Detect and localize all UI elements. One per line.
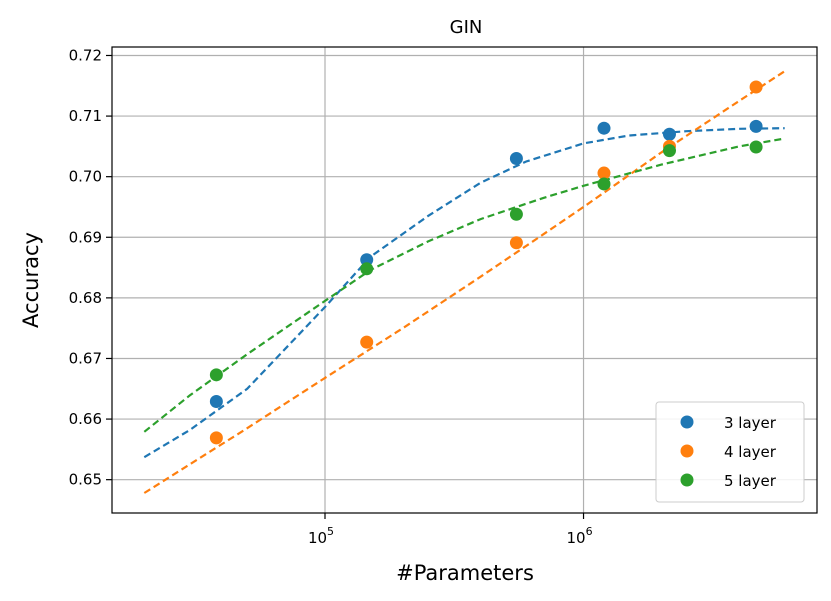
legend-label: 3 layer [724, 414, 777, 432]
data-point-series-0 [209, 394, 223, 408]
fit-line-series-0 [143, 127, 785, 459]
fit-lines [143, 70, 786, 494]
data-points [209, 80, 763, 445]
legend-label: 5 layer [724, 472, 777, 490]
y-tick-label: 0.69 [69, 228, 102, 246]
y-tick-label: 0.72 [69, 46, 102, 64]
legend-marker [680, 444, 694, 458]
data-point-series-2 [509, 207, 523, 221]
fit-line-series-2 [143, 137, 785, 433]
legend-marker [680, 473, 694, 487]
data-point-series-0 [360, 253, 374, 267]
data-point-series-2 [662, 144, 676, 158]
legend: 3 layer 4 layer 5 layer [655, 401, 805, 503]
data-point-series-1 [509, 236, 523, 250]
y-tick-label: 0.68 [69, 289, 102, 307]
y-tick-label: 0.67 [69, 349, 102, 367]
data-point-series-1 [597, 166, 611, 180]
data-point-series-1 [749, 80, 763, 94]
fit-line-series-1 [143, 70, 786, 494]
data-point-series-0 [509, 152, 523, 166]
data-point-series-2 [597, 177, 611, 191]
y-axis-ticks: 0.65 0.66 0.67 0.68 0.69 0.70 0.71 0.72 [69, 46, 112, 489]
y-axis-title: Accuracy [19, 232, 43, 328]
y-tick-label: 0.71 [69, 107, 102, 125]
chart-title: GIN [450, 17, 483, 38]
plot-area-frame [111, 46, 818, 514]
legend-box [655, 401, 805, 503]
data-point-series-0 [597, 121, 611, 135]
data-point-series-2 [360, 262, 374, 276]
y-tick-label: 0.70 [69, 168, 102, 186]
data-point-series-0 [662, 127, 676, 141]
x-tick-label: 105 [308, 525, 334, 547]
grid-lines [112, 47, 817, 513]
data-point-series-1 [209, 431, 223, 445]
x-axis-title: #Parameters [396, 561, 534, 585]
y-tick-label: 0.65 [69, 471, 102, 489]
data-point-series-1 [360, 335, 374, 349]
x-axis-ticks: 105 106 [308, 513, 593, 547]
legend-label: 4 layer [724, 443, 777, 461]
data-point-series-2 [209, 368, 223, 382]
legend-marker [680, 415, 694, 429]
data-point-series-0 [749, 119, 763, 133]
data-point-series-2 [749, 140, 763, 154]
y-tick-label: 0.66 [69, 410, 102, 428]
x-tick-label: 106 [566, 525, 592, 547]
